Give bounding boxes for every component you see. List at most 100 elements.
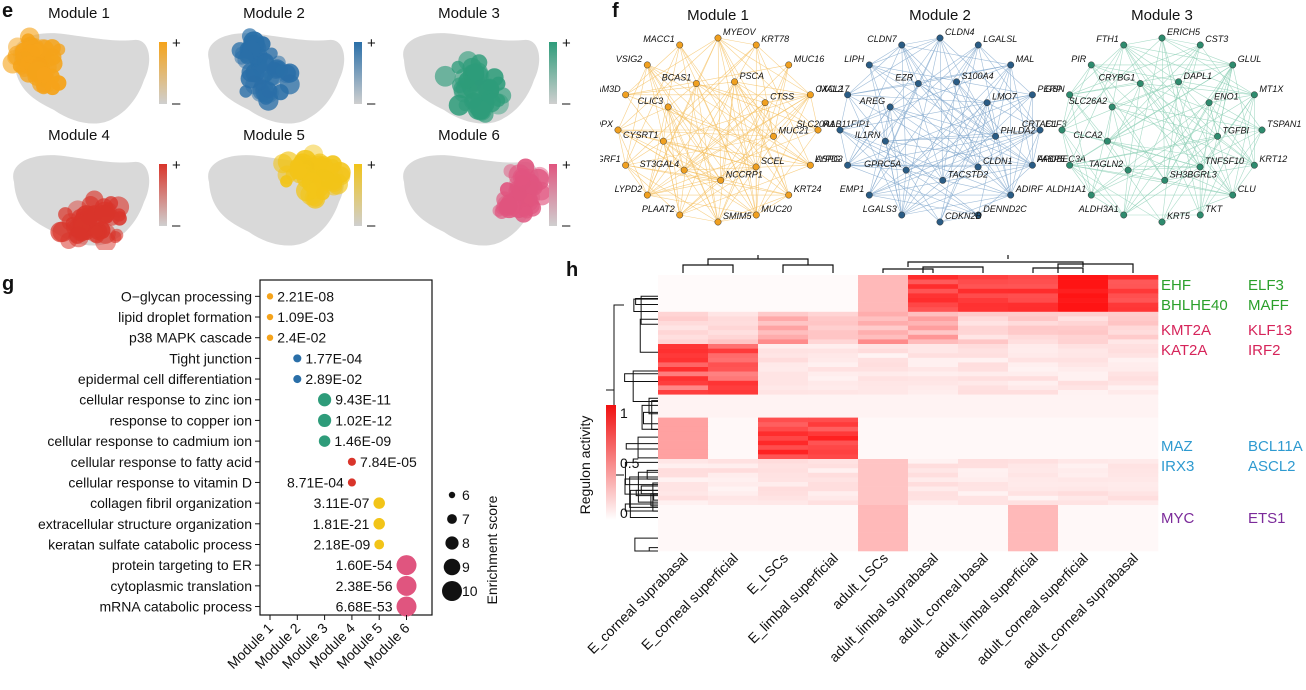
pvalue-label: 9.43E-11	[335, 392, 391, 408]
heatmap-cell	[1008, 394, 1059, 400]
plot-frame	[259, 279, 433, 616]
network-edge	[1107, 140, 1201, 168]
heatmap-cell	[1058, 537, 1109, 543]
heatmap-cell	[808, 495, 859, 501]
heatmap-cell	[708, 537, 759, 543]
heatmap-cell	[1058, 362, 1109, 368]
network-edge	[847, 44, 979, 166]
scale-minus: –	[172, 95, 181, 112]
heatmap-cell	[758, 348, 809, 354]
heatmap-cell	[1058, 459, 1109, 464]
network-edge	[869, 83, 919, 196]
network-edge	[663, 140, 757, 168]
heatmap-cell	[758, 436, 809, 441]
gene-label: SMIM5	[723, 211, 752, 221]
heatmap-cell	[958, 537, 1009, 543]
network-edge	[617, 129, 664, 142]
pvalue-label: 7.84E-05	[360, 454, 417, 470]
gene-label: CLDN7	[867, 34, 898, 44]
network-edge	[647, 64, 697, 84]
scale-minus: –	[562, 95, 571, 112]
network-edge	[1061, 94, 1070, 131]
heatmap-cell	[658, 399, 709, 405]
heatmap-cell	[658, 495, 709, 501]
gene-label: DAPL1	[1184, 71, 1213, 81]
heatmap-cell	[658, 541, 709, 547]
term-label: collagen fibril organization	[90, 495, 252, 511]
heatmap-cell	[1108, 321, 1159, 326]
pvalue-label: 2.18E-09	[313, 536, 370, 552]
heatmap-cell	[1058, 445, 1109, 451]
heatmap-cell	[908, 514, 959, 520]
heatmap-cell	[908, 362, 959, 368]
gene-label: RAB11FIP1	[823, 119, 870, 129]
network-edge	[1123, 44, 1201, 216]
network-edge	[939, 214, 979, 223]
heatmap-cell	[808, 431, 859, 437]
heatmap-cell	[1108, 440, 1159, 446]
gene-label: TNFSF10	[1205, 156, 1244, 166]
heatmap-cell	[758, 546, 809, 552]
network-edge	[1107, 102, 1210, 142]
network-edge	[889, 106, 903, 216]
network-edge	[647, 64, 685, 171]
heatmap-cell	[708, 330, 759, 336]
heatmap-cell	[658, 417, 709, 423]
heatmap-cell	[908, 468, 959, 474]
heatmap-cell	[658, 426, 709, 432]
heatmap-cell	[908, 348, 959, 354]
umap-cell	[90, 225, 103, 238]
network-node	[1214, 132, 1222, 140]
heatmap-cell	[1108, 376, 1159, 382]
heatmap-cell	[1108, 344, 1159, 349]
heatmap-cell	[858, 463, 909, 469]
network-edge	[679, 44, 789, 196]
network-node	[974, 163, 982, 171]
heatmap-cell	[708, 440, 759, 446]
network-node	[1158, 34, 1166, 42]
scale-plus: +	[172, 35, 181, 52]
heatmap-cell	[858, 321, 909, 326]
heatmap-cell	[1108, 408, 1159, 414]
enrichment-dot	[396, 575, 417, 596]
network-edge	[684, 164, 811, 171]
network-edge	[939, 102, 988, 223]
scale-minus: –	[562, 217, 571, 234]
gene-label: MT1X	[1259, 84, 1284, 94]
umap-cell	[94, 201, 116, 223]
network-edge	[978, 44, 1041, 131]
enrichment-dot	[347, 457, 356, 466]
heatmap-cell	[1008, 298, 1059, 303]
heatmap-cell	[658, 376, 709, 382]
heatmap-cell	[1008, 367, 1059, 372]
heatmap-cell	[1008, 316, 1059, 322]
heatmap-cell	[1058, 431, 1109, 437]
term-label: keratan sulfate catabolic process	[48, 536, 252, 552]
network-node	[1258, 126, 1266, 134]
heatmap-cell	[658, 275, 709, 280]
heatmap-cell	[758, 362, 809, 368]
heatmap-cell	[858, 348, 909, 354]
network-edge	[901, 170, 907, 216]
heatmap-cell	[958, 279, 1009, 285]
network-edge	[696, 83, 811, 166]
heatmap-cell	[808, 380, 859, 386]
color-scale-bar	[354, 164, 362, 226]
heatmap-cell	[1008, 445, 1059, 451]
umap-module-6: Module 6 + –	[403, 127, 571, 246]
gene-label: ENO1	[1214, 92, 1239, 102]
heatmap-cell	[908, 459, 959, 464]
network-node	[622, 91, 630, 99]
heatmap-cell	[1008, 454, 1059, 460]
gene-label: CXCL17	[815, 84, 850, 94]
heatmap-cell	[808, 288, 859, 294]
heatmap-cell	[858, 284, 909, 290]
network-edge	[1112, 81, 1179, 108]
network-edge	[1010, 64, 1033, 166]
network-edge	[667, 106, 681, 216]
heatmap-cell	[858, 436, 909, 441]
network-node	[806, 161, 814, 169]
heatmap-cell	[708, 284, 759, 290]
heatmap-cell	[658, 431, 709, 437]
heatmap-cell	[1108, 500, 1159, 506]
